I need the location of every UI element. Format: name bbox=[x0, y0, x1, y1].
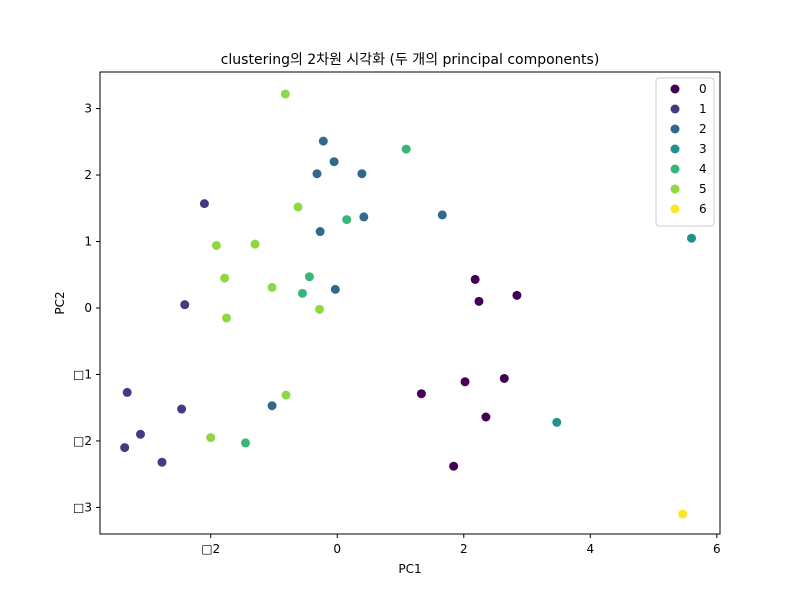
data-point-cluster-0 bbox=[512, 290, 522, 300]
y-tick-label: 1 bbox=[84, 235, 92, 249]
legend-marker-6 bbox=[670, 204, 680, 214]
data-point-cluster-5 bbox=[211, 241, 221, 250]
data-point-cluster-4 bbox=[401, 144, 411, 154]
data-point-cluster-5 bbox=[315, 304, 325, 314]
data-point-cluster-5 bbox=[222, 313, 232, 323]
legend-marker-3 bbox=[670, 144, 680, 154]
data-point-cluster-1 bbox=[135, 429, 145, 439]
data-point-cluster-5 bbox=[293, 202, 303, 212]
legend-marker-2 bbox=[670, 124, 680, 134]
data-point-cluster-0 bbox=[416, 389, 426, 399]
y-axis: □3 □2 □1 0 1 2 3 bbox=[73, 102, 100, 514]
y-tick-label: □2 bbox=[73, 434, 92, 448]
y-tick-label: □3 bbox=[73, 500, 92, 514]
data-point-cluster-0 bbox=[481, 412, 491, 422]
legend-marker-0 bbox=[670, 84, 680, 94]
data-point-cluster-1 bbox=[180, 300, 190, 310]
legend-marker-1 bbox=[670, 104, 680, 114]
x-tick-label: 4 bbox=[586, 542, 594, 556]
plot-frame bbox=[99, 71, 721, 535]
y-tick-label: 0 bbox=[84, 301, 92, 315]
data-point-cluster-2 bbox=[267, 401, 277, 411]
legend-label-5: 5 bbox=[699, 182, 707, 196]
x-tick-label: 2 bbox=[460, 542, 468, 556]
x-tick-label: 6 bbox=[713, 542, 721, 556]
x-tick-label: 0 bbox=[333, 542, 341, 556]
legend-label-4: 4 bbox=[699, 162, 707, 176]
x-axis-label: PC1 bbox=[398, 562, 421, 576]
data-point-cluster-6 bbox=[678, 509, 688, 519]
data-point-cluster-2 bbox=[330, 284, 340, 294]
legend-label-1: 1 bbox=[699, 102, 707, 116]
legend-label-6: 6 bbox=[699, 202, 707, 216]
data-point-cluster-1 bbox=[157, 457, 167, 467]
data-point-cluster-2 bbox=[312, 169, 322, 179]
data-point-cluster-5 bbox=[281, 390, 291, 400]
data-point-cluster-0 bbox=[499, 373, 509, 383]
legend-label-2: 2 bbox=[699, 122, 707, 136]
y-axis-label: PC2 bbox=[53, 291, 67, 314]
points-layer bbox=[120, 89, 697, 519]
data-point-cluster-0 bbox=[449, 461, 459, 471]
y-tick-label: 3 bbox=[84, 102, 92, 116]
data-point-cluster-0 bbox=[470, 274, 480, 284]
data-point-cluster-0 bbox=[474, 296, 484, 306]
data-point-cluster-5 bbox=[267, 282, 277, 292]
data-point-cluster-3 bbox=[687, 233, 697, 243]
legend-marker-5 bbox=[670, 184, 680, 194]
data-point-cluster-5 bbox=[206, 433, 216, 443]
data-point-cluster-2 bbox=[315, 227, 325, 237]
x-tick-label: □2 bbox=[201, 542, 220, 556]
data-point-cluster-5 bbox=[280, 89, 290, 99]
data-point-cluster-1 bbox=[177, 404, 187, 414]
data-point-cluster-0 bbox=[460, 377, 470, 387]
data-point-cluster-3 bbox=[552, 417, 562, 427]
data-point-cluster-4 bbox=[304, 272, 314, 282]
legend-label-0: 0 bbox=[699, 82, 707, 96]
legend: 0 1 2 3 4 5 6 bbox=[655, 77, 715, 227]
x-axis: □2 0 2 4 6 bbox=[201, 534, 721, 556]
chart-title: clustering의 2차원 시각화 (두 개의 principal comp… bbox=[221, 52, 600, 68]
data-point-cluster-1 bbox=[120, 443, 130, 453]
data-point-cluster-5 bbox=[220, 273, 230, 283]
data-point-cluster-2 bbox=[318, 136, 328, 146]
data-point-cluster-4 bbox=[297, 288, 307, 298]
data-point-cluster-2 bbox=[329, 157, 339, 167]
legend-marker-4 bbox=[670, 164, 680, 174]
data-point-cluster-1 bbox=[199, 199, 209, 209]
y-tick-label: 2 bbox=[84, 168, 92, 182]
data-point-cluster-2 bbox=[359, 212, 369, 222]
legend-label-3: 3 bbox=[699, 142, 707, 156]
y-tick-label: □1 bbox=[73, 367, 92, 381]
data-point-cluster-1 bbox=[122, 387, 132, 397]
data-point-cluster-4 bbox=[342, 215, 352, 225]
data-point-cluster-2 bbox=[437, 210, 447, 220]
data-point-cluster-5 bbox=[250, 239, 260, 249]
data-point-cluster-4 bbox=[241, 438, 251, 448]
plot-area bbox=[100, 72, 720, 534]
data-point-cluster-2 bbox=[357, 169, 367, 179]
